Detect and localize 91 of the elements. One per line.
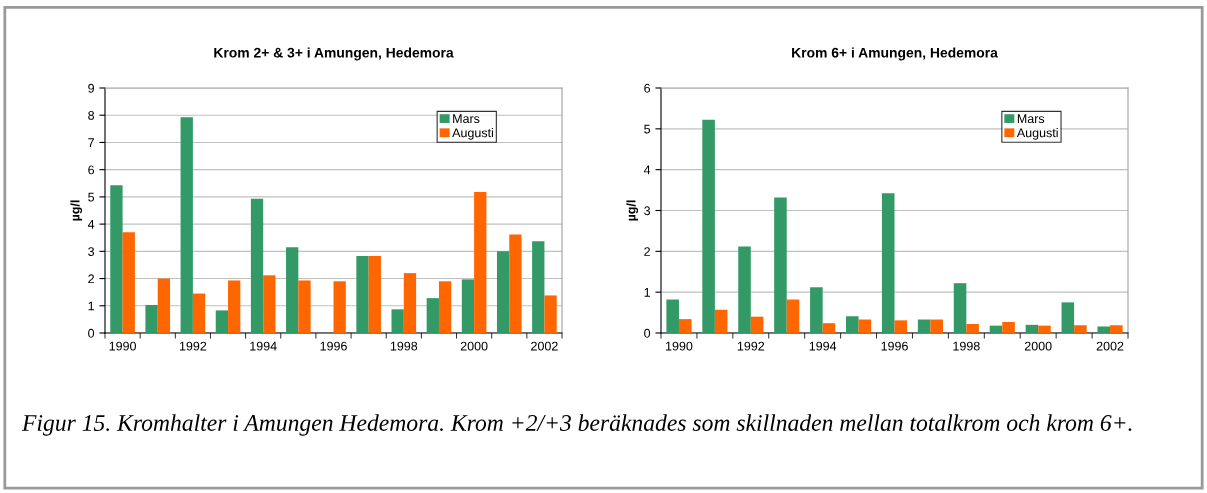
bar	[750, 316, 764, 333]
bar	[1074, 325, 1087, 333]
bar	[894, 320, 908, 333]
bar	[930, 319, 943, 333]
bar	[1025, 324, 1039, 333]
x-tick-label: 1998	[390, 341, 418, 351]
bar	[810, 287, 823, 333]
bar	[702, 119, 715, 333]
x-tick-label: 2002	[531, 341, 558, 351]
bar	[474, 191, 487, 333]
y-tick-label: 2	[644, 247, 650, 256]
y-tick-label: 5	[88, 192, 95, 202]
y-tick-label: 3	[644, 206, 651, 216]
legend-label: Augusti	[452, 128, 493, 140]
y-axis-title: µg/l	[626, 200, 639, 221]
x-tick-label: 1994	[250, 341, 277, 351]
bar	[461, 279, 475, 333]
bar	[846, 316, 859, 333]
bar	[966, 324, 979, 333]
bar	[1002, 321, 1015, 333]
y-tick-label: 9	[88, 83, 94, 93]
x-tick-label: 1990	[666, 341, 693, 351]
bar	[786, 299, 800, 333]
legend-label: Mars	[453, 114, 480, 124]
bar	[215, 310, 229, 333]
y-axis-title: µg/l	[70, 200, 83, 221]
bar	[1061, 302, 1075, 333]
bar	[180, 117, 193, 333]
bar	[917, 319, 931, 333]
x-tick-label: 1998	[953, 341, 980, 351]
bar	[544, 295, 557, 333]
bar	[263, 275, 276, 333]
y-tick-label: 4	[643, 165, 651, 175]
bar	[666, 299, 679, 333]
x-tick-label: 1990	[109, 341, 136, 351]
y-tick-label: 5	[644, 124, 651, 134]
bar	[822, 323, 836, 333]
bar	[298, 280, 311, 333]
bar	[145, 304, 158, 333]
y-tick-label: 3	[88, 247, 95, 256]
y-tick-label: 1	[88, 301, 94, 311]
bar	[714, 309, 728, 333]
y-tick-label: 1	[644, 288, 650, 297]
bar	[122, 232, 135, 333]
bar	[250, 198, 264, 333]
bar	[426, 298, 439, 333]
y-tick-label: 6	[644, 83, 651, 93]
y-tick-label: 7	[88, 138, 94, 147]
bar	[356, 255, 369, 333]
bar	[368, 255, 381, 333]
x-tick-label: 1994	[809, 341, 837, 351]
bar	[438, 281, 452, 333]
bar	[403, 273, 417, 333]
x-tick-label: 2002	[1096, 341, 1124, 351]
bar	[496, 251, 510, 333]
y-tick-label: 0	[88, 328, 95, 338]
y-tick-label: 6	[88, 165, 95, 175]
bar	[532, 241, 545, 333]
bar	[678, 319, 692, 333]
bar	[157, 278, 171, 333]
chart-title: Krom 6+ i Amungen, Hedemora	[792, 47, 998, 61]
bar	[989, 325, 1003, 333]
bar	[738, 246, 751, 333]
x-tick-label: 2000	[1024, 341, 1052, 351]
x-tick-label: 1992	[179, 341, 207, 351]
legend-label: Mars	[1017, 114, 1045, 124]
bar	[881, 193, 895, 333]
bar	[110, 185, 123, 333]
bar	[858, 319, 872, 333]
bar	[953, 283, 967, 333]
bar	[286, 247, 299, 333]
bar	[228, 280, 241, 333]
bar	[192, 293, 206, 333]
x-tick-label: 1996	[320, 341, 347, 351]
y-tick-label: 2	[88, 274, 94, 284]
y-tick-label: 4	[87, 220, 95, 229]
x-tick-label: 2000	[460, 341, 488, 351]
legend-label: Augusti	[1016, 128, 1058, 140]
bar	[391, 309, 404, 333]
y-tick-label: 8	[88, 111, 95, 120]
bar	[333, 281, 346, 333]
bar	[1038, 325, 1051, 333]
chart-title: Krom 2+ & 3+ i Amungen, Hedemora	[214, 47, 454, 61]
bar	[774, 197, 787, 333]
y-tick-label: 0	[644, 328, 651, 338]
x-tick-label: 1992	[737, 341, 765, 351]
text: Figur 15. Kromhalter i Amungen Hedemora. Krom +2/+3 beräknades som skillnaden mellan totalkrom och krom 6+.	[21, 414, 1132, 436]
bar	[1097, 326, 1111, 333]
bar	[1110, 325, 1123, 333]
x-tick-label: 1996	[881, 341, 908, 351]
bar	[509, 234, 522, 333]
